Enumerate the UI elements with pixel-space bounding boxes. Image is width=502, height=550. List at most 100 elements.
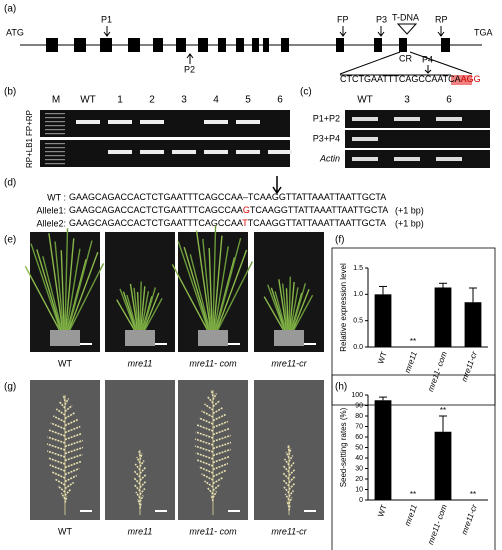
row-label: P1+P2 [313,113,340,123]
bar [434,287,452,347]
lane-label: 2 [149,95,155,106]
branch [194,445,214,453]
allele-label: Allele1: [36,205,66,215]
branch [201,410,214,418]
leaf [30,243,61,331]
lane-label: WT [357,95,373,106]
gene-start: ATG [6,27,24,37]
leaf [140,286,146,331]
primer: P2 [184,64,195,74]
branch [64,481,75,490]
leaf [189,254,211,331]
branch [212,393,218,400]
sequence-prefix: GAAGCAGACCACTCTGAATTTCAGCCAA [69,218,243,228]
panel-label: (g) [4,382,16,393]
arrow [186,53,194,64]
leaf [129,283,139,331]
exon [374,38,382,52]
branch [64,488,71,497]
exon [100,38,112,52]
branch [212,491,218,498]
leaf [68,251,99,331]
panel-label: (h) [335,382,347,393]
band [140,150,164,154]
band [352,137,378,141]
y-tick-label: 0.5 [353,318,363,325]
branch [134,463,141,471]
leaf [171,264,209,331]
ladder-band [45,133,65,135]
arrow [437,26,445,37]
scale-bar [304,343,316,345]
leaf [212,225,217,331]
leaf [64,228,69,331]
significance: ** [410,490,416,499]
sequence-prefix: GAAGCAGACCACTCTGAATTTCAGCCAA [69,205,243,215]
lane-label: 3 [404,95,410,106]
leaf [24,265,61,331]
branch [198,466,214,474]
ladder-band [45,121,65,123]
leaf [289,281,295,331]
branch [133,470,141,478]
x-tick-label: WT [376,350,389,365]
gene-end: TGA [474,27,493,37]
exon [336,38,344,52]
band [236,150,260,154]
panel-label: (c) [300,87,312,98]
leaf [42,256,63,331]
scale-bar [155,510,167,512]
branch [64,398,70,405]
branch [288,490,295,497]
insertion: T [242,218,248,228]
branch [212,483,221,492]
y-tick-label: 1.5 [353,265,363,272]
leaf [65,238,75,331]
band [394,117,420,121]
leaf [139,281,142,331]
exon [153,38,163,52]
panel-label: (a) [4,4,16,15]
pot [50,330,80,346]
primer: FP [337,14,349,24]
bar [434,431,452,500]
branch [207,396,214,404]
branch [288,468,296,477]
band [108,120,132,124]
branch [47,436,66,444]
band [172,150,196,154]
branch [212,469,227,478]
arrow [103,26,111,37]
sequence-suffix: TCAAGGTTATTAAATTAATTGCTA [248,218,386,228]
allele-sequence: GAAGCAGACCACTCTGAATTTCAGCCAATTCAAGGTTATT… [69,218,386,228]
pot [125,330,155,346]
exon [74,38,86,52]
branch [134,484,141,492]
leaf [69,263,105,331]
branch [60,492,66,500]
leaf [263,296,285,331]
y-tick-label: 100 [351,392,363,399]
x-tick-label: WT [376,503,389,518]
branch [282,465,290,473]
chart-f: 0.0 0.5 1.0 1.5 Relative expression level WT *… [331,247,496,406]
ladder-band [45,143,65,145]
lane-label: M [52,95,60,106]
branch [283,458,290,466]
branch [52,415,66,423]
leaf [291,282,307,331]
branch [288,461,295,470]
leaf [65,248,81,331]
arrow [339,26,347,37]
allele-note: (+1 bp) [395,218,424,228]
branch [288,448,292,455]
y-tick-label: 30 [355,465,363,472]
ladder-band [45,125,65,127]
branch [287,444,290,452]
scale-bar [80,343,92,345]
leaf [60,250,65,331]
row-label: P3+P4 [313,133,340,143]
branch [50,422,66,430]
band [268,150,292,154]
leaf [36,249,62,331]
